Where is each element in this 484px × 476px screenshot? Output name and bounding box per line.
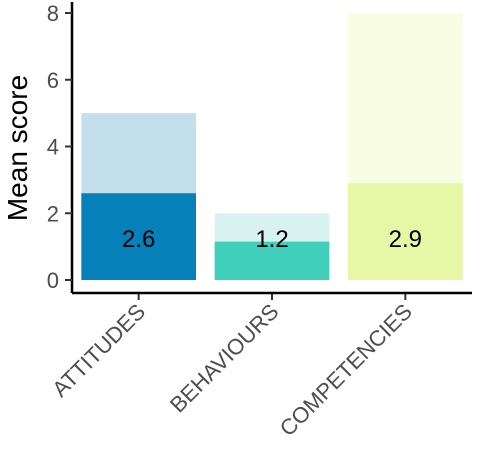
x-tick-label-competencies: COMPETENCIES	[275, 299, 417, 441]
y-tick-label-2: 2	[47, 201, 59, 226]
mean-bar-attitudes	[81, 193, 196, 280]
mean-bars	[81, 183, 463, 280]
x-tick-label-behaviours: BEHAVIOURS	[165, 299, 284, 418]
y-tick-label-6: 6	[47, 68, 59, 93]
mean-bar-competencies	[348, 183, 463, 280]
y-tick-label-0: 0	[47, 268, 59, 293]
mean-bar-behaviours	[214, 241, 330, 280]
y-tick-label-8: 8	[47, 1, 59, 26]
y-tick-label-4: 4	[47, 135, 59, 160]
value-labels: 2.6 1.2 2.9	[122, 226, 422, 253]
y-axis-title: Mean score	[2, 75, 33, 221]
value-label-competencies: 2.9	[389, 226, 422, 253]
value-label-behaviours: 1.2	[255, 226, 288, 253]
value-label-attitudes: 2.6	[122, 226, 155, 253]
y-axis: 0 2 4 6 8	[47, 1, 74, 293]
x-tick-label-attitudes: ATTITUDES	[47, 299, 150, 402]
